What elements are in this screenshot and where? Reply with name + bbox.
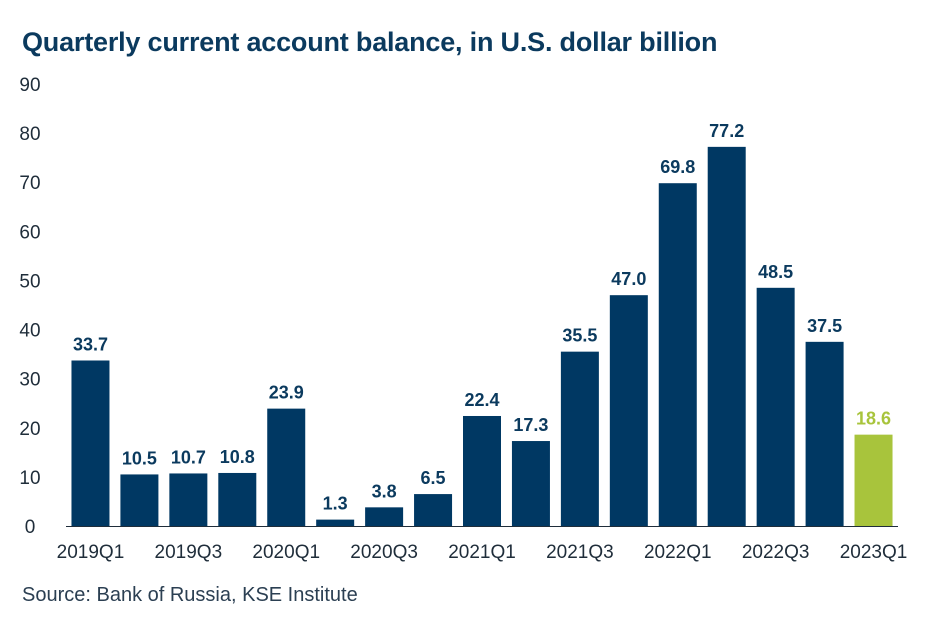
- x-tick-label: 2020Q1: [252, 542, 320, 563]
- y-tick-label: 20: [19, 419, 40, 440]
- x-axis: 2019Q1 2019Q3 2020Q1 2020Q3 2021Q1 2021Q3 2022…: [57, 526, 908, 563]
- data-label-2022q4: 37.5: [807, 316, 842, 336]
- data-label-2019q1: 33.7: [73, 334, 108, 354]
- source-note: Source: Bank of Russia, KSE Institute: [22, 584, 358, 606]
- x-tick-label: 2022Q3: [742, 542, 810, 563]
- bar-2023q1: [854, 434, 893, 526]
- bars: [71, 146, 893, 526]
- x-tick-label: 2019Q3: [155, 542, 223, 563]
- data-label-2020q3: 3.8: [372, 481, 397, 501]
- x-tick-label: 2021Q1: [448, 542, 516, 563]
- data-label-2021q2: 17.3: [513, 415, 548, 435]
- bar-2019q3: [169, 473, 208, 526]
- bar-2021q4: [609, 295, 648, 526]
- data-label-2023q1: 18.6: [856, 409, 891, 429]
- data-label-2019q2: 10.5: [122, 448, 157, 468]
- y-tick-label: 40: [19, 321, 40, 342]
- bar-2020q4: [414, 494, 453, 526]
- bar-2020q1: [267, 408, 306, 526]
- y-tick-label: 0: [25, 517, 36, 538]
- y-tick-label: 70: [19, 173, 40, 194]
- y-tick-label: 50: [19, 271, 40, 292]
- x-tick-label: 2019Q1: [57, 542, 125, 563]
- bar-2021q2: [511, 441, 550, 526]
- y-tick-label: 80: [19, 124, 40, 145]
- x-tick-label: 2023Q1: [840, 542, 908, 563]
- bar-2022q3: [756, 287, 795, 526]
- y-tick-label: 30: [19, 370, 40, 391]
- bar-2020q3: [365, 507, 404, 526]
- bar-2021q3: [560, 351, 599, 526]
- bar-2022q1: [658, 183, 697, 526]
- y-tick-label: 10: [19, 468, 40, 489]
- data-label-2021q3: 35.5: [562, 326, 597, 346]
- data-label-2022q2: 77.2: [709, 121, 744, 141]
- data-label-2022q1: 69.8: [660, 157, 695, 177]
- y-axis: 0 10 20 30 40 50 60 70 80 90: [19, 75, 40, 538]
- data-label-2022q3: 48.5: [758, 262, 793, 282]
- data-label-2020q2: 1.3: [323, 494, 348, 514]
- data-label-2021q4: 47.0: [611, 269, 646, 289]
- y-tick-label: 60: [19, 222, 40, 243]
- bar-2020q2: [316, 519, 355, 526]
- bar-2022q4: [805, 341, 844, 526]
- x-tick-label: 2020Q3: [350, 542, 418, 563]
- y-tick-label: 90: [19, 75, 40, 96]
- data-label-2019q3: 10.7: [171, 447, 206, 467]
- data-label-2020q1: 23.9: [269, 383, 304, 403]
- bar-2022q2: [707, 146, 746, 526]
- bar-2019q1: [71, 360, 110, 526]
- data-label-2021q1: 22.4: [464, 390, 499, 410]
- chart-title: Quarterly current account balance, in U.…: [22, 27, 718, 57]
- x-tick-label: 2021Q3: [546, 542, 614, 563]
- data-labels: 33.7 10.5 10.7 10.8 23.9 1.3 3.8 6.5 22.4 17.3 35.…: [73, 121, 891, 514]
- bar-2019q4: [218, 472, 257, 526]
- bar-2019q2: [120, 474, 159, 526]
- bar-2021q1: [463, 415, 501, 526]
- x-tick-label: 2022Q1: [644, 542, 712, 563]
- data-label-2019q4: 10.8: [220, 447, 255, 467]
- data-label-2020q4: 6.5: [421, 468, 446, 488]
